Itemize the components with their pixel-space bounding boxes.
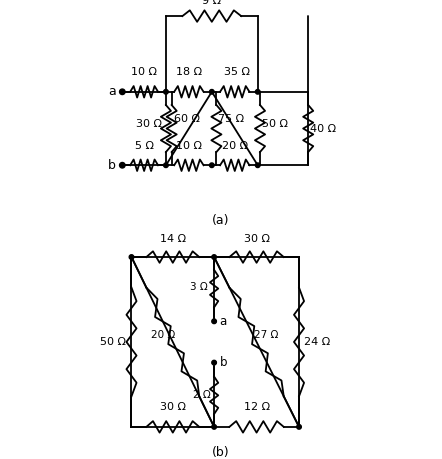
Text: 30 Ω: 30 Ω xyxy=(136,119,162,129)
Text: 35 Ω: 35 Ω xyxy=(224,67,250,77)
Text: b: b xyxy=(220,356,227,369)
Text: 20 Ω: 20 Ω xyxy=(222,141,248,151)
Text: 27 Ω: 27 Ω xyxy=(254,330,278,340)
Text: a: a xyxy=(108,85,116,98)
Circle shape xyxy=(210,90,214,94)
Text: (b): (b) xyxy=(212,446,230,459)
Text: 75 Ω: 75 Ω xyxy=(218,114,244,124)
Text: 14 Ω: 14 Ω xyxy=(160,234,186,244)
Text: 40 Ω: 40 Ω xyxy=(310,123,336,134)
Circle shape xyxy=(212,425,217,429)
Text: 5 Ω: 5 Ω xyxy=(135,141,154,151)
Circle shape xyxy=(164,90,168,94)
Circle shape xyxy=(129,255,134,259)
Text: a: a xyxy=(220,315,227,328)
Circle shape xyxy=(255,163,260,168)
Text: 50 Ω: 50 Ω xyxy=(100,337,126,347)
Text: b: b xyxy=(108,159,116,172)
Text: 10 Ω: 10 Ω xyxy=(176,141,202,151)
Text: 24 Ω: 24 Ω xyxy=(304,337,331,347)
Circle shape xyxy=(212,255,217,259)
Text: 30 Ω: 30 Ω xyxy=(244,234,270,244)
Text: 50 Ω: 50 Ω xyxy=(262,119,288,129)
Text: 60 Ω: 60 Ω xyxy=(174,114,200,124)
Text: 20 Ω: 20 Ω xyxy=(152,330,176,340)
Circle shape xyxy=(119,162,125,168)
Circle shape xyxy=(212,360,217,365)
Circle shape xyxy=(212,319,217,324)
Circle shape xyxy=(297,425,301,429)
Text: (a): (a) xyxy=(212,214,230,227)
Text: 10 Ω: 10 Ω xyxy=(131,67,157,77)
Text: 12 Ω: 12 Ω xyxy=(244,403,270,412)
Text: 30 Ω: 30 Ω xyxy=(160,403,186,412)
Text: 18 Ω: 18 Ω xyxy=(176,67,202,77)
Text: 9 Ω: 9 Ω xyxy=(202,0,221,6)
Circle shape xyxy=(255,90,260,94)
Text: 3 Ω: 3 Ω xyxy=(191,282,208,292)
Circle shape xyxy=(164,163,168,168)
Text: 2 Ω: 2 Ω xyxy=(193,390,210,400)
Circle shape xyxy=(210,163,214,168)
Circle shape xyxy=(119,89,125,95)
